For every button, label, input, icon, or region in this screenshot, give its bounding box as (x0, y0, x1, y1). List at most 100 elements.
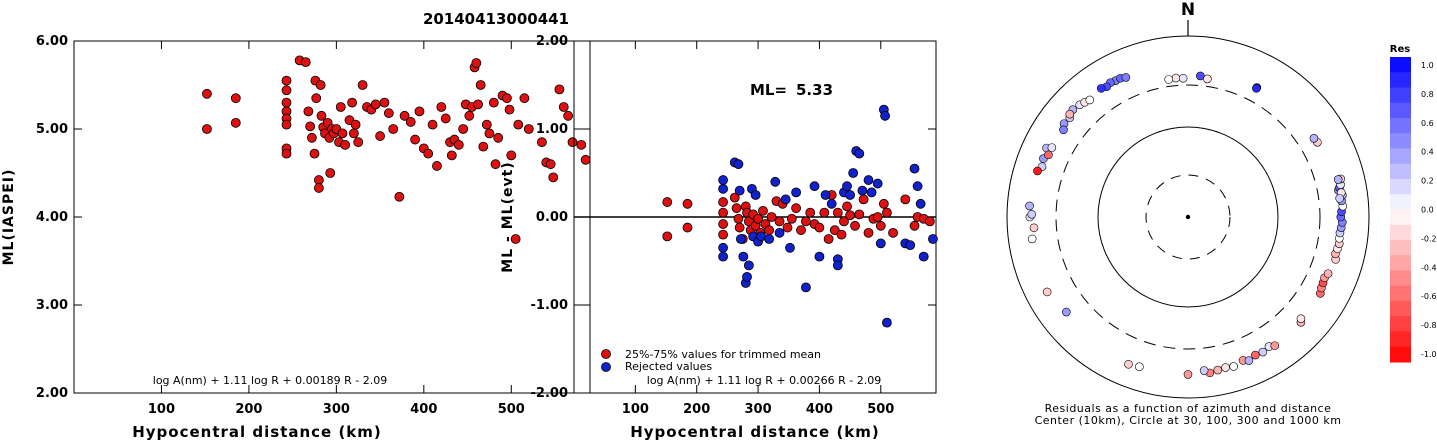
middle-ytick-label: -1.00 (531, 298, 568, 313)
magnitude-point (446, 150, 457, 161)
trimmed-point (782, 222, 793, 233)
left-x-axis-label: Hypocentral distance (km) (132, 423, 382, 441)
colorbar-tick-label: 0.4 (1421, 148, 1434, 157)
residual-point (1033, 166, 1042, 176)
residual-point (1096, 84, 1106, 93)
rejected-point (743, 260, 754, 271)
magnitude-point (580, 154, 591, 165)
middle-plot: -2.00 -1.00 0.00 1.00 2.00 100 200 300 400 500 M… (500, 34, 938, 441)
magnitude-point (315, 80, 326, 90)
middle-xtick-label: 400 (806, 402, 833, 417)
residual-point (1027, 234, 1037, 244)
magnitude-point (379, 97, 390, 108)
residual-point (1025, 201, 1034, 211)
magnitude-point (347, 97, 358, 108)
colorbar-tick-label: -1.0 (1421, 350, 1437, 359)
rejected-point (809, 181, 820, 192)
legend-marker-trimmed (601, 349, 611, 359)
rejected-point (872, 178, 883, 189)
colorbar-swatch (1390, 194, 1411, 210)
magnitude-point (473, 99, 483, 110)
magnitude-point (348, 128, 359, 139)
trimmed-point (832, 207, 843, 218)
trimmed-point (878, 198, 889, 209)
polar-caption-line1: Residuals as a function of azimuth and d… (1045, 402, 1332, 415)
colorbar-tick-label: -0.8 (1421, 321, 1437, 330)
magnitude-point (230, 117, 241, 128)
rejected-point (909, 163, 920, 174)
middle-ytick-label: 0.00 (536, 210, 568, 225)
colorbar-swatch (1390, 316, 1411, 332)
residual-point (1270, 341, 1280, 350)
legend-label-rejected: Rejected values (625, 360, 712, 373)
magnitude-point (567, 137, 578, 148)
trimmed-point (900, 194, 911, 205)
magnitude-point (504, 104, 515, 115)
magnitude-point (340, 139, 351, 150)
trimmed-point (882, 207, 892, 218)
rejected-point (918, 251, 929, 262)
trimmed-point (774, 216, 785, 227)
trimmed-point (872, 212, 883, 222)
trimmed-point (805, 207, 816, 218)
rejected-point (845, 190, 856, 200)
magnitude-point (309, 148, 320, 159)
middle-x-ticks: 100 200 300 400 500 (622, 41, 894, 417)
residual-point (1085, 95, 1095, 105)
colorbar-ticks: 1.0 0.8 0.6 0.4 0.2 0.0 -0.2 -0.4 -0.6 -0.8 -1.0 (1421, 61, 1437, 359)
residual-point (1309, 134, 1319, 143)
colorbar-swatch (1390, 285, 1411, 302)
colorbar-swatch (1390, 301, 1411, 317)
magnitude-point (513, 119, 524, 130)
rejected-point (718, 251, 728, 262)
rejected-point (880, 110, 890, 121)
magnitude-point (305, 121, 316, 132)
residual-color-legend: Res 1.0 0.8 0.6 0.4 0.2 0.0 -0.2 -0.4 -0.6 -0.8 -1… (1390, 44, 1437, 363)
rejected-point (718, 242, 728, 253)
magnitude-point (375, 131, 386, 141)
magnitude-point (506, 150, 517, 161)
residual-point (1121, 73, 1131, 82)
middle-ytick-label: 1.00 (536, 122, 568, 137)
colorbar-swatch (1390, 270, 1411, 287)
trimmed-point (729, 192, 740, 203)
colorbar-tick-label: -0.4 (1421, 263, 1437, 272)
magnitude-point (370, 99, 381, 110)
rejected-point (915, 198, 926, 209)
trimmed-point (791, 203, 802, 214)
trimmed-point (836, 229, 847, 240)
colorbar-swatch (1390, 118, 1411, 134)
residual-point (1244, 356, 1254, 365)
magnitude-point (325, 168, 336, 178)
magnitude-point (414, 106, 425, 117)
magnitude-point (337, 128, 348, 139)
magnitude-point (357, 80, 368, 90)
figure-title: 20140413000441 (423, 10, 569, 28)
legend-label-trimmed: 25%-75% values for trimmed mean (625, 348, 821, 361)
magnitude-point (353, 137, 364, 148)
rejected-point (780, 194, 791, 205)
rejected-point (882, 317, 892, 328)
magnitude-point (281, 97, 292, 108)
rejected-point (814, 251, 825, 262)
magnitude-point (576, 139, 587, 150)
ml-value: 5.33 (796, 81, 833, 99)
residual-point (1042, 287, 1052, 297)
colorbar-swatch (1390, 209, 1411, 226)
residual-point (1027, 209, 1037, 219)
residual-point (1183, 370, 1193, 379)
magnitude-point (563, 110, 574, 121)
colorbar-swatch (1390, 240, 1411, 256)
residual-point (1135, 362, 1144, 371)
magnitude-point (484, 128, 495, 139)
left-x-ticks: 100 200 300 400 500 (148, 41, 525, 417)
middle-y-axis-label: ML - ML(evt) (500, 161, 516, 272)
legend-marker-rejected (601, 362, 611, 372)
colorbar (1390, 57, 1411, 363)
trimmed-point (682, 222, 693, 233)
trimmed-point (758, 205, 768, 216)
trimmed-point (718, 219, 728, 229)
left-y-ticks: 2.00 3.00 4.00 5.00 6.00 (36, 34, 590, 401)
rejected-point (875, 238, 886, 249)
